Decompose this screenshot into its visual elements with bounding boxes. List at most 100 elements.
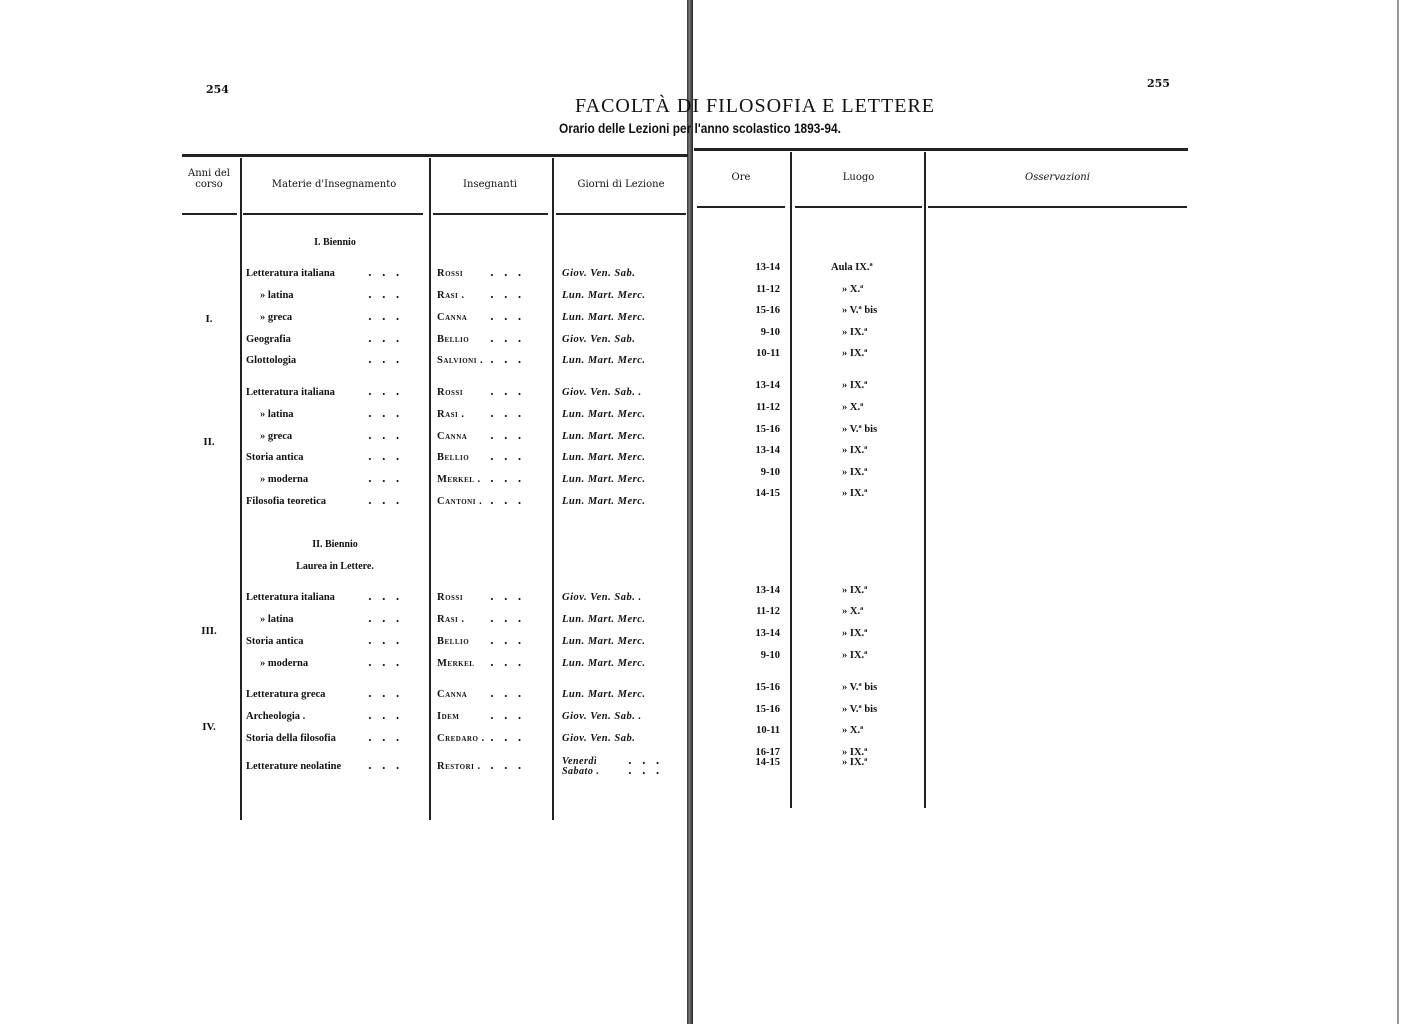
row-luogo: » IX.ª: [842, 585, 868, 596]
leader-dots: ...: [490, 656, 532, 669]
leader-dots: ...: [368, 731, 410, 744]
row-giorni: Lun. Mart. Merc.: [562, 658, 646, 669]
row-luogo: » IX.ª: [842, 327, 868, 338]
leader-dots: ...: [368, 612, 410, 625]
header-materie: Materie d'Insegnamento: [271, 179, 397, 190]
row-giorni: Lun. Mart. Merc.: [562, 496, 646, 507]
rule: [795, 206, 922, 208]
row-luogo: » IX.ª: [842, 488, 868, 499]
row-materia: » moderna: [260, 474, 309, 485]
row-ore: 13-14: [755, 445, 781, 456]
row-luogo: » V.ª bis: [842, 305, 878, 316]
row-luogo: » V.ª bis: [842, 704, 878, 715]
leader-dots: ...: [490, 472, 532, 485]
row-ore: 11-12: [756, 402, 780, 413]
row-luogo: » X.ª: [842, 284, 864, 295]
leader-dots: ...: [628, 754, 670, 767]
row-giorni: Lun. Mart. Merc.: [562, 636, 646, 647]
row-giorni: Lun. Mart. Merc.: [562, 431, 646, 442]
column-rule: [552, 158, 554, 820]
leader-dots: ...: [368, 266, 410, 279]
leader-dots: ...: [628, 764, 670, 777]
header-ore: Ore: [731, 172, 751, 183]
row-giorni: Lun. Mart. Merc.: [562, 689, 646, 700]
row-insegnante: Bellio: [437, 452, 470, 463]
row-luogo: » IX.ª: [842, 467, 868, 478]
rule: [182, 213, 237, 215]
anno-label: II.: [203, 436, 215, 448]
row-insegnante: Rasi .: [437, 409, 465, 420]
row-materia: Letteratura greca: [246, 689, 326, 700]
row-ore: 9-10: [760, 650, 780, 661]
row-luogo: » V.ª bis: [842, 682, 878, 693]
row-insegnante: Rasi .: [437, 290, 465, 301]
anno-label: III.: [201, 625, 217, 637]
column-rule: [924, 152, 926, 808]
row-materia: » latina: [260, 409, 294, 420]
leader-dots: ...: [368, 709, 410, 722]
row-giorni: Lun. Mart. Merc.: [562, 474, 646, 485]
row-ore: 11-12: [756, 284, 780, 295]
row-luogo: » X.ª: [842, 725, 864, 736]
row-luogo: » IX.ª: [842, 628, 868, 639]
row-giorni: Sabato .: [562, 766, 600, 777]
leader-dots: ...: [490, 634, 532, 647]
leader-dots: ...: [490, 709, 532, 722]
header-osservazioni: Osservazioni: [1025, 172, 1090, 183]
leader-dots: ...: [368, 656, 410, 669]
header-insegnanti: Insegnanti: [463, 179, 517, 190]
column-rule: [240, 158, 242, 820]
leader-dots: ...: [368, 450, 410, 463]
page-number-right: 255: [1147, 77, 1170, 90]
row-giorni: Giov. Ven. Sab.: [562, 334, 636, 345]
row-luogo: » X.ª: [842, 402, 864, 413]
row-ore: 14-15: [755, 757, 781, 768]
row-ore: 13-14: [755, 628, 781, 639]
page-subtitle: Orario delle Lezioni per l'anno scolasti…: [559, 120, 841, 136]
section-biennio-2: II. Biennio: [312, 539, 358, 550]
row-ore: 16-17: [755, 747, 781, 758]
row-insegnante: Salvioni .: [437, 355, 484, 366]
row-materia: Letterature neolatine: [246, 761, 342, 772]
row-insegnante: Rossi: [437, 268, 464, 279]
row-insegnante: Credaro .: [437, 733, 485, 744]
header-rule-right: [694, 148, 1188, 151]
header-luogo: Luogo: [842, 172, 875, 183]
leader-dots: ...: [368, 407, 410, 420]
row-insegnante: Rasi .: [437, 614, 465, 625]
section-biennio-1: I. Biennio: [314, 237, 356, 248]
row-insegnante: Merkel: [437, 658, 475, 669]
row-materia: Geografia: [246, 334, 291, 345]
rule: [433, 213, 548, 215]
row-ore: 15-16: [755, 424, 781, 435]
leader-dots: ...: [490, 266, 532, 279]
row-giorni: Lun. Mart. Merc.: [562, 290, 646, 301]
row-insegnante: Canna: [437, 431, 468, 442]
leader-dots: ...: [490, 385, 532, 398]
row-insegnante: Cantoni .: [437, 496, 483, 507]
row-giorni: Lun. Mart. Merc.: [562, 614, 646, 625]
row-giorni: Giov. Ven. Sab. .: [562, 387, 642, 398]
row-ore: 15-16: [755, 704, 781, 715]
row-ore: 10-11: [756, 348, 780, 359]
row-giorni: Venerdì: [562, 756, 598, 767]
row-materia: Storia della filosofia: [246, 733, 336, 744]
leader-dots: ...: [490, 759, 532, 772]
row-ore: 10-11: [756, 725, 780, 736]
row-insegnante: Rossi: [437, 387, 464, 398]
rule: [928, 206, 1187, 208]
leader-dots: ...: [368, 494, 410, 507]
row-luogo: » IX.ª: [842, 348, 868, 359]
row-insegnante: Idem: [437, 711, 460, 722]
row-giorni: Giov. Ven. Sab.: [562, 733, 636, 744]
leader-dots: ...: [368, 385, 410, 398]
row-luogo: » IX.ª: [842, 380, 868, 391]
leader-dots: ...: [490, 687, 532, 700]
leader-dots: ...: [368, 429, 410, 442]
leader-dots: ...: [490, 590, 532, 603]
row-ore: 13-14: [755, 585, 781, 596]
row-materia: Filosofia teoretica: [246, 496, 326, 507]
row-giorni: Lun. Mart. Merc.: [562, 409, 646, 420]
row-luogo: » X.ª: [842, 606, 864, 617]
row-giorni: Giov. Ven. Sab. .: [562, 711, 642, 722]
